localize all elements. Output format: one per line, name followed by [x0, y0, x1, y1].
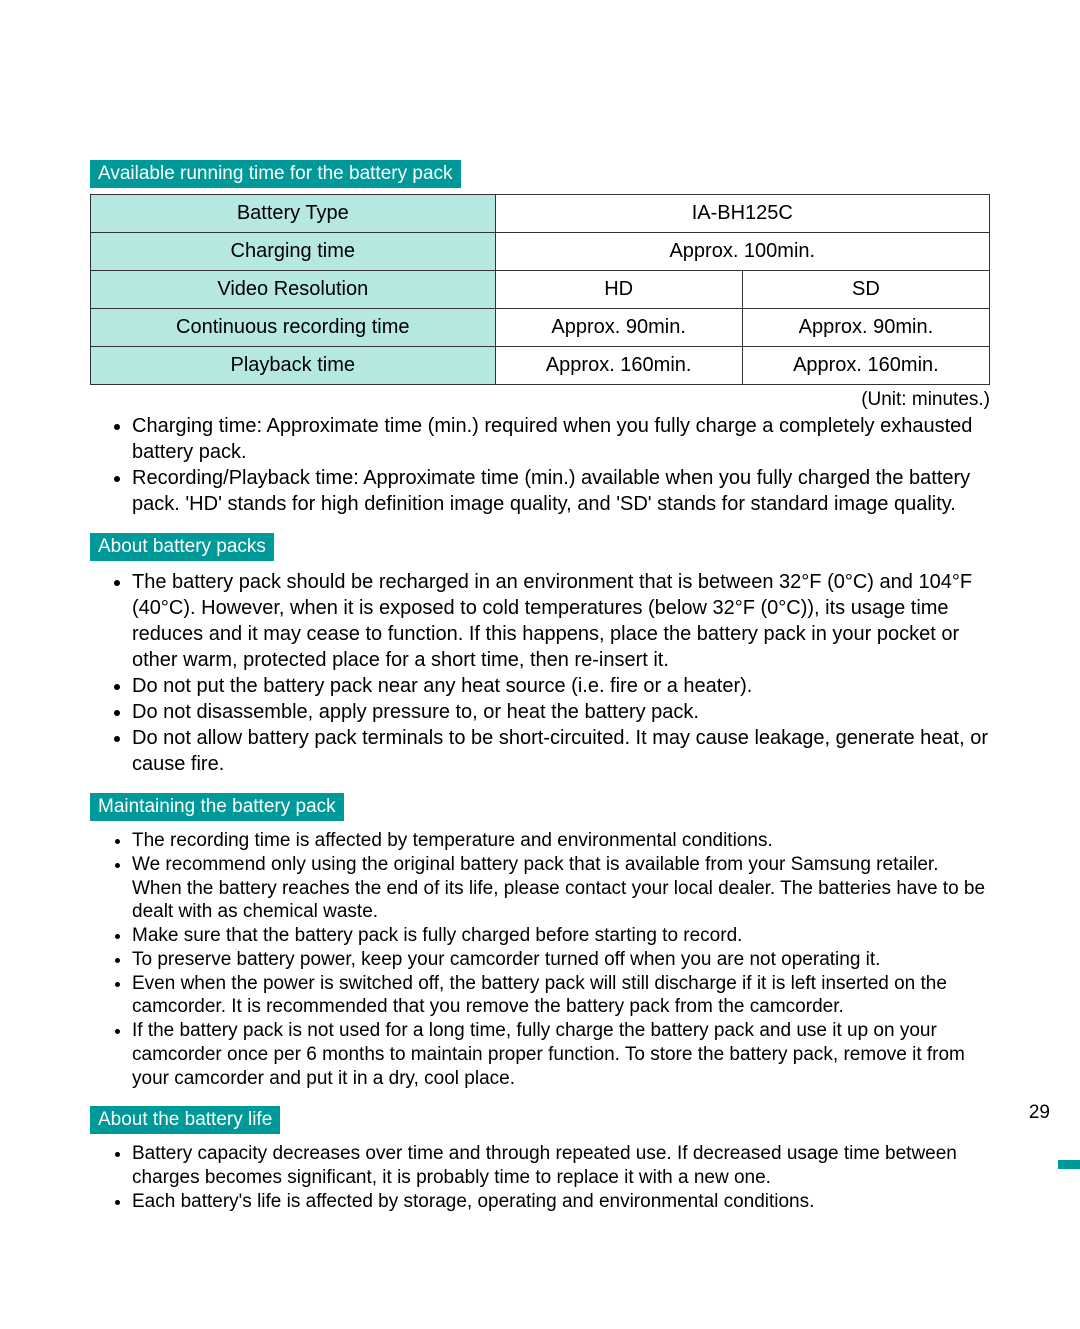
table-cell-label: Battery Type [91, 195, 496, 233]
table-cell-value: IA-BH125C [495, 195, 989, 233]
list-item: We recommend only using the original bat… [132, 853, 990, 924]
document-page: Available running time for the battery p… [0, 0, 1080, 1329]
list-item: Charging time: Approximate time (min.) r… [132, 413, 990, 465]
table-row: Charging time Approx. 100min. [91, 233, 990, 271]
list-item: Recording/Playback time: Approximate tim… [132, 465, 990, 517]
page-number: 29 [1029, 1102, 1050, 1124]
section-heading-maintaining: Maintaining the battery pack [90, 793, 344, 821]
table-row: Continuous recording time Approx. 90min.… [91, 309, 990, 347]
table-cell-value: Approx. 160min. [495, 347, 742, 385]
table-cell-label: Charging time [91, 233, 496, 271]
list-item: Each battery's life is affected by stora… [132, 1190, 990, 1214]
table-cell-value: Approx. 160min. [742, 347, 989, 385]
table-cell-value: Approx. 90min. [495, 309, 742, 347]
table-row: Video Resolution HD SD [91, 271, 990, 309]
table-row: Battery Type IA-BH125C [91, 195, 990, 233]
table-cell-label: Video Resolution [91, 271, 496, 309]
bullet-list: Charging time: Approximate time (min.) r… [90, 413, 990, 517]
battery-spec-table: Battery Type IA-BH125C Charging time App… [90, 194, 990, 385]
section-heading-about-packs: About battery packs [90, 533, 274, 561]
bullet-list: The recording time is affected by temper… [90, 829, 990, 1090]
unit-note: (Unit: minutes.) [90, 389, 990, 411]
list-item: Battery capacity decreases over time and… [132, 1142, 990, 1190]
bullet-list: Battery capacity decreases over time and… [90, 1142, 990, 1213]
list-item: Do not allow battery pack terminals to b… [132, 725, 990, 777]
table-cell-value: Approx. 90min. [742, 309, 989, 347]
list-item: Make sure that the battery pack is fully… [132, 924, 990, 948]
list-item: If the battery pack is not used for a lo… [132, 1019, 990, 1090]
list-item: The battery pack should be recharged in … [132, 569, 990, 673]
list-item: Even when the power is switched off, the… [132, 972, 990, 1020]
section-heading-running-time: Available running time for the battery p… [90, 160, 461, 188]
list-item: Do not put the battery pack near any hea… [132, 673, 990, 699]
table-cell-value: HD [495, 271, 742, 309]
table-cell-label: Continuous recording time [91, 309, 496, 347]
table-cell-value: Approx. 100min. [495, 233, 989, 271]
table-cell-label: Playback time [91, 347, 496, 385]
list-item: The recording time is affected by temper… [132, 829, 990, 853]
table-cell-value: SD [742, 271, 989, 309]
list-item: Do not disassemble, apply pressure to, o… [132, 699, 990, 725]
table-row: Playback time Approx. 160min. Approx. 16… [91, 347, 990, 385]
list-item: To preserve battery power, keep your cam… [132, 948, 990, 972]
page-edge-mark [1058, 1160, 1080, 1169]
section-heading-battery-life: About the battery life [90, 1106, 280, 1134]
bullet-list: The battery pack should be recharged in … [90, 569, 990, 777]
